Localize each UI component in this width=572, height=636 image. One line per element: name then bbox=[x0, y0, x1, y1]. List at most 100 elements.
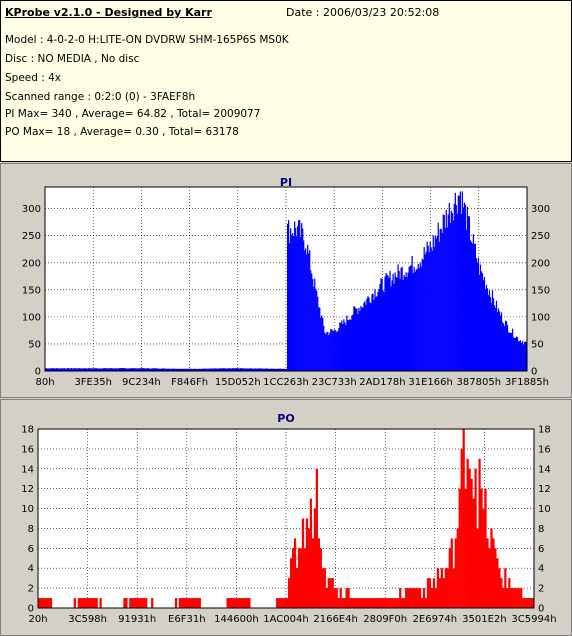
pi-bar bbox=[262, 368, 265, 371]
pi-bar bbox=[305, 248, 307, 371]
pi-bar bbox=[112, 368, 114, 371]
po-bar bbox=[186, 598, 190, 608]
pi-bar bbox=[315, 288, 317, 371]
pi-bar bbox=[193, 368, 195, 371]
pi-bar bbox=[59, 368, 61, 371]
pi-bar bbox=[390, 286, 392, 371]
pi-bar bbox=[488, 290, 491, 371]
pi-bar bbox=[85, 368, 87, 371]
po-bar bbox=[486, 538, 489, 608]
po-bar bbox=[125, 598, 128, 608]
pi-x-tick-label: 3F1885h bbox=[505, 377, 549, 388]
pi-bar bbox=[138, 368, 140, 371]
po-y-tick-label: 4 bbox=[28, 564, 34, 575]
po-bar bbox=[357, 598, 360, 608]
pi-bar bbox=[51, 368, 53, 371]
pi-bar bbox=[471, 243, 474, 371]
po-bar bbox=[238, 598, 241, 608]
pi-bar bbox=[439, 228, 441, 371]
pi-bar bbox=[94, 368, 96, 371]
pi-bar bbox=[235, 368, 238, 371]
po-y-tick-label-right: 12 bbox=[538, 484, 551, 495]
pi-bar bbox=[498, 311, 501, 371]
pi-bar bbox=[440, 229, 442, 371]
pi-bar bbox=[131, 368, 133, 371]
pi-bar bbox=[395, 276, 397, 371]
po-bar bbox=[323, 568, 326, 608]
scan-date: Date : 2006/03/23 20:52:08 bbox=[286, 6, 440, 19]
po-bar bbox=[375, 598, 378, 608]
pi-bar bbox=[221, 368, 223, 371]
po-bar bbox=[343, 598, 346, 608]
pi-bar bbox=[514, 337, 517, 371]
po-bar bbox=[319, 548, 322, 608]
pi-bar bbox=[240, 368, 243, 371]
pi-bar bbox=[55, 368, 57, 371]
po-bar bbox=[393, 598, 396, 608]
pi-bar bbox=[484, 289, 487, 371]
pi-bar bbox=[120, 368, 122, 371]
pi-bar bbox=[57, 368, 59, 371]
pi-bar bbox=[47, 368, 49, 371]
pi-bar bbox=[264, 368, 267, 371]
po-x-tick-label: 20h bbox=[28, 614, 47, 625]
pi-bar bbox=[358, 307, 360, 371]
pi-bar bbox=[290, 228, 292, 371]
pi-bar bbox=[66, 368, 68, 371]
pi-y-tick-label: 50 bbox=[28, 339, 41, 350]
po-bar bbox=[196, 598, 199, 608]
pi-bar bbox=[485, 284, 488, 371]
pi-bar bbox=[113, 368, 115, 371]
pi-bar bbox=[397, 264, 399, 371]
pi-bar bbox=[473, 243, 476, 371]
pi-bar bbox=[402, 280, 404, 371]
pi-bar bbox=[249, 368, 252, 371]
po-bar bbox=[504, 568, 507, 608]
pi-bar bbox=[161, 368, 163, 371]
pi-bar bbox=[436, 235, 438, 371]
pi-bar bbox=[195, 368, 197, 371]
pi-bar bbox=[472, 234, 475, 371]
pi-bar bbox=[111, 368, 113, 371]
pi-bar bbox=[476, 262, 479, 371]
po-bar bbox=[412, 588, 416, 608]
po-bar bbox=[464, 488, 467, 608]
pi-bar bbox=[49, 368, 51, 371]
scanned-range-line: Scanned range : 0:2:0 (0) - 3FAEF8h bbox=[5, 91, 196, 103]
pi-bar bbox=[145, 368, 147, 371]
pi-bar bbox=[62, 368, 64, 371]
disc-line: Disc : NO MEDIA , No disc bbox=[5, 53, 140, 65]
pi-bar bbox=[480, 271, 483, 371]
pi-y-tick-label-right: 200 bbox=[531, 258, 550, 269]
pi-bar bbox=[198, 368, 200, 371]
pi-bar bbox=[214, 368, 216, 371]
pi-bar bbox=[379, 284, 381, 371]
po-bar bbox=[381, 598, 384, 608]
pi-bar bbox=[260, 368, 263, 371]
pi-bar bbox=[362, 307, 364, 371]
po-bar bbox=[91, 598, 94, 608]
po-bar bbox=[303, 548, 307, 608]
po-bar bbox=[500, 578, 503, 608]
pi-bar bbox=[212, 368, 214, 371]
po-y-tick-label: 18 bbox=[21, 425, 34, 436]
pi-x-tick-label: 1CC263h bbox=[263, 377, 309, 388]
pi-bar bbox=[333, 330, 335, 371]
pi-bar bbox=[351, 315, 353, 371]
pi-bar bbox=[124, 368, 126, 371]
po-bar bbox=[355, 598, 358, 608]
pi-bar bbox=[270, 368, 273, 371]
pi-bar bbox=[232, 368, 235, 371]
pi-bar bbox=[273, 368, 276, 371]
pi-bar bbox=[389, 270, 391, 371]
po-y-tick-label-right: 18 bbox=[538, 425, 551, 436]
pi-bar bbox=[515, 336, 518, 371]
pi-bar bbox=[53, 368, 55, 371]
pi-bar bbox=[225, 368, 227, 371]
pi-bar bbox=[226, 368, 228, 371]
po-bar bbox=[351, 598, 354, 608]
pi-bar bbox=[256, 368, 259, 371]
pi-bar bbox=[434, 235, 436, 371]
po-plot-border bbox=[37, 428, 535, 609]
pi-bar bbox=[366, 298, 368, 371]
